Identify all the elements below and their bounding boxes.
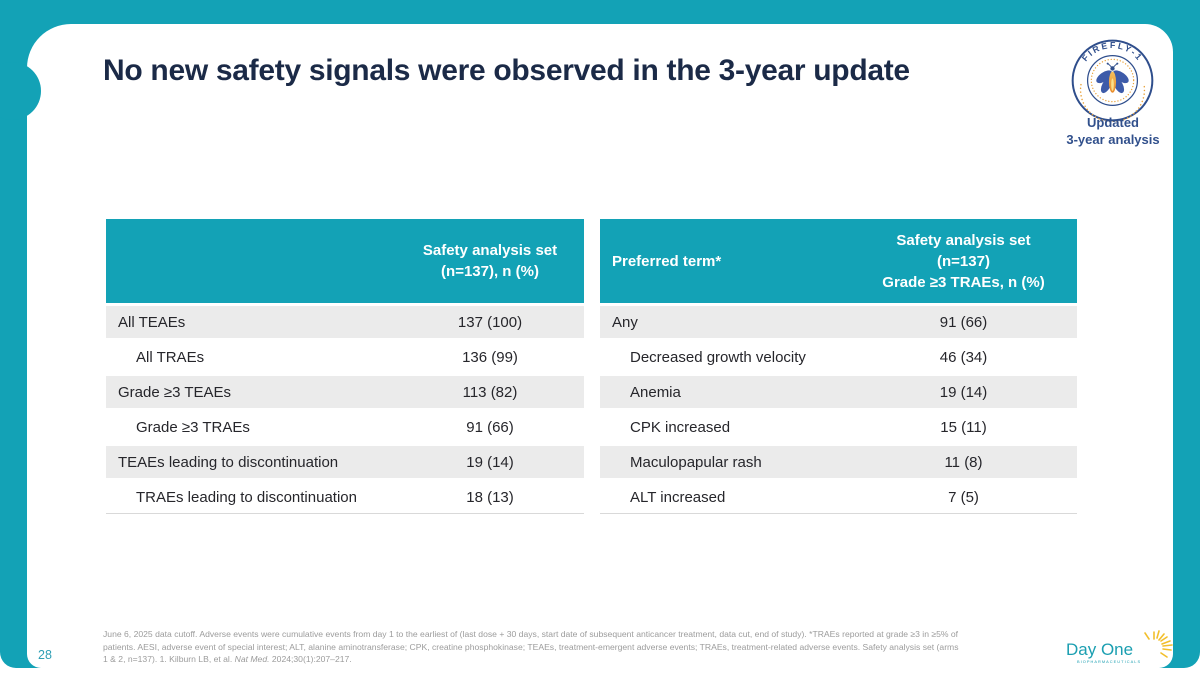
row-value: 7 (5)	[948, 488, 979, 506]
firefly-badge-icon: FIREFLY-1	[1071, 39, 1154, 122]
badge-caption: Updated 3-year analysis	[1048, 114, 1178, 148]
row-label: Any	[612, 313, 638, 331]
row-label: All TRAEs	[136, 348, 205, 366]
row-label: CPK increased	[630, 418, 731, 436]
grade3-trae-table: Preferred term* Safety analysis set (n=1…	[600, 219, 1077, 514]
footnote-text: 1 & 2, n=137). 1. Kilburn LB, et al.	[103, 654, 235, 665]
header-line: Safety analysis set	[422, 242, 558, 259]
header-line: Safety analysis set	[896, 231, 1031, 249]
header-preferred-term: Preferred term*	[612, 252, 722, 270]
row-label: TEAEs leading to discontinuation	[118, 453, 339, 471]
header-safety-analysis-set: Safety analysis set (n=137), n (%)	[396, 219, 584, 303]
table-row: Anemia 19 (14)	[600, 373, 1077, 408]
firefly-icon	[1096, 62, 1129, 94]
row-label: All TEAEs	[118, 313, 186, 331]
table-row: Any 91 (66)	[600, 303, 1077, 338]
badge-caption-line2: 3-year analysis	[1066, 132, 1160, 147]
grade3-trae-table-header: Preferred term* Safety analysis set (n=1…	[600, 219, 1077, 303]
table-row: Maculopapular rash 11 (8)	[600, 443, 1077, 478]
footnote-text: 2024;30(1):207–217.	[269, 654, 352, 665]
slide-title: No new safety signals were observed in t…	[103, 54, 910, 87]
footnote-line: June 6, 2025 data cutoff. Adverse events…	[103, 629, 959, 639]
row-value: 11 (8)	[944, 453, 983, 471]
row-value: 19 (14)	[939, 383, 988, 401]
table-row: All TRAEs 136 (99)	[106, 338, 584, 373]
row-label: Anemia	[630, 383, 681, 401]
table-row: CPK increased 15 (11)	[600, 408, 1077, 443]
table-row: TRAEs leading to discontinuation 18 (13)	[106, 478, 584, 514]
brand-subname: BIOPHARMACEUTICALS	[1077, 659, 1141, 664]
row-label: Decreased growth velocity	[630, 348, 806, 366]
header-line: Grade ≥3 TRAEs, n (%)	[882, 273, 1045, 291]
day-one-logo: Day One BIOPHARMACEUTICALS	[1066, 630, 1173, 664]
row-label: ALT increased	[630, 488, 726, 506]
row-value: 91 (66)	[939, 313, 988, 331]
row-value: 19 (14)	[466, 453, 514, 471]
header-line: (n=137), n (%)	[441, 263, 539, 280]
row-value: 136 (99)	[462, 348, 518, 366]
row-value: 15 (11)	[940, 418, 987, 436]
page-number: 28	[38, 648, 52, 662]
footnote-line: patients. AESI, adverse event of special…	[103, 641, 959, 652]
header-empty-cell	[106, 219, 396, 303]
row-label: Grade ≥3 TEAEs	[118, 383, 232, 401]
table-row: Grade ≥3 TRAEs 91 (66)	[106, 408, 584, 443]
row-label: Maculopapular rash	[630, 453, 762, 471]
footnote: June 6, 2025 data cutoff. Adverse events…	[103, 628, 1063, 666]
row-value: 113 (82)	[462, 383, 518, 401]
table-row: TEAEs leading to discontinuation 19 (14)	[106, 443, 584, 478]
brand-name: Day One	[1066, 640, 1133, 659]
overall-safety-table-header: Safety analysis set (n=137), n (%)	[106, 219, 584, 303]
table-row: Grade ≥3 TEAEs 113 (82)	[106, 373, 584, 408]
table-row: Decreased growth velocity 46 (34)	[600, 338, 1077, 373]
table-row: ALT increased 7 (5)	[600, 478, 1077, 514]
badge-caption-line1: Updated	[1087, 115, 1139, 130]
row-label: TRAEs leading to discontinuation	[136, 488, 357, 506]
row-value: 46 (34)	[939, 348, 988, 366]
overall-safety-table: Safety analysis set (n=137), n (%) All T…	[106, 219, 584, 514]
row-value: 137 (100)	[457, 313, 523, 331]
row-value: 91 (66)	[466, 418, 514, 436]
header-safety-analysis-set: Safety analysis set (n=137) Grade ≥3 TRA…	[850, 219, 1077, 303]
sunburst-icon	[1144, 630, 1173, 658]
table-row: All TEAEs 137 (100)	[106, 303, 584, 338]
row-label: Grade ≥3 TRAEs	[136, 418, 250, 436]
footnote-citation-journal: Nat Med.	[234, 654, 270, 665]
footnote-line: 1 & 2, n=137). 1. Kilburn LB, et al. Nat…	[103, 653, 1063, 666]
header-line: (n=137)	[937, 252, 990, 270]
row-value: 18 (13)	[466, 488, 514, 506]
